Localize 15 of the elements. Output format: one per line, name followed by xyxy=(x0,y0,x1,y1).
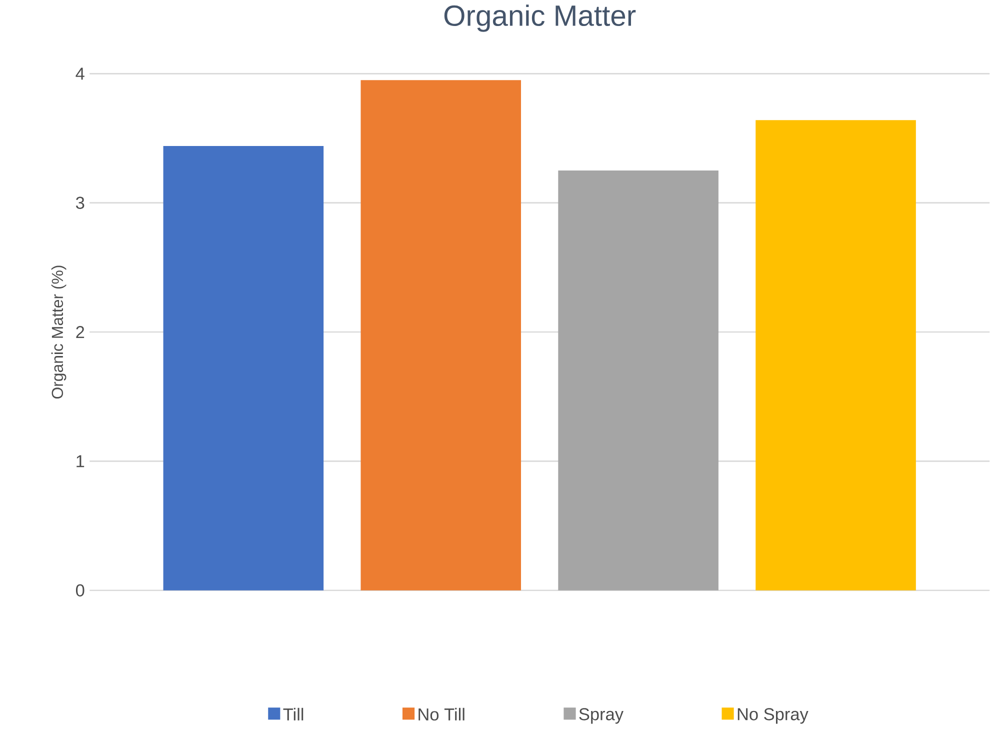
y-tick-label: 1 xyxy=(76,455,84,468)
y-axis-title: Organic Matter (%) xyxy=(51,266,66,399)
legend-label: Till xyxy=(283,708,304,721)
y-tick-label: 4 xyxy=(76,68,84,80)
y-tick-label: 2 xyxy=(76,326,84,338)
legend-label: Spray xyxy=(579,708,624,724)
legend-label: No Spray xyxy=(738,708,808,724)
chart-title: Organic Matter xyxy=(444,4,636,32)
y-tick-label: 3 xyxy=(76,196,84,210)
bar xyxy=(163,146,324,590)
y-tick-label: 0 xyxy=(76,584,84,597)
legend-label: No Till xyxy=(418,708,464,721)
bar xyxy=(558,170,718,590)
bar xyxy=(756,120,916,590)
bar xyxy=(360,80,522,590)
